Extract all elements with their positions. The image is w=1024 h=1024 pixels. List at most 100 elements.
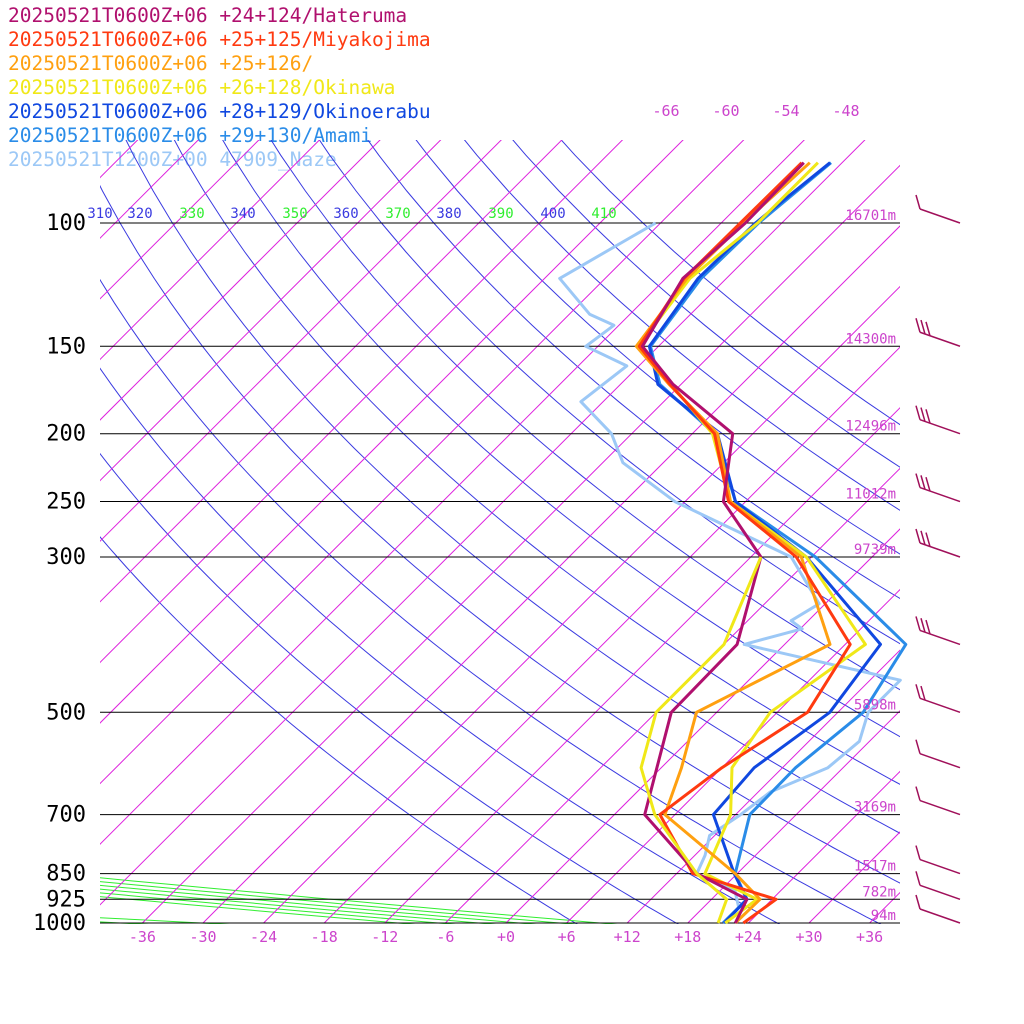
wind-barbs — [915, 194, 961, 924]
dry-adiabat — [318, 140, 900, 645]
wind-barb — [915, 786, 961, 816]
theta-label: 390 — [488, 206, 513, 222]
theta-label: 340 — [230, 206, 255, 222]
pressure-tick-label: 1000 — [33, 911, 86, 936]
profile-line — [637, 161, 852, 925]
temperature-tick-label: +36 — [856, 928, 883, 946]
isotherm-line — [263, 285, 900, 924]
temperature-tick-label: +24 — [735, 928, 762, 946]
dry-adiabat — [463, 140, 900, 511]
temperature-tick-label: -30 — [189, 928, 216, 946]
isotherm-line — [100, 140, 321, 361]
isotherm-line — [566, 588, 900, 924]
isotherm-line — [100, 140, 624, 664]
legend-entry: 20250521T0600Z+06 +25+125/Miyakojima — [8, 28, 431, 51]
moist-adiabat — [100, 921, 150, 924]
dry-adiabat — [125, 140, 900, 834]
moist-adiabat — [100, 896, 416, 924]
pressure-tick-label: 250 — [46, 490, 86, 515]
isotherm-line — [100, 140, 563, 603]
wind-barb — [915, 318, 961, 347]
theta-label: 370 — [385, 206, 410, 222]
height-label: 11012m — [845, 487, 896, 503]
profile-line — [639, 556, 763, 924]
height-label: 782m — [862, 884, 896, 900]
isotherm-line — [445, 467, 900, 924]
dry-adiabat — [173, 140, 900, 785]
dry-adiabat — [415, 140, 900, 555]
height-label: 1517m — [854, 859, 896, 875]
pressure-tick-label: 200 — [46, 422, 86, 447]
temperature-tick-label: -12 — [371, 928, 398, 946]
isotherm-line — [100, 140, 442, 482]
dry-adiabat — [367, 140, 900, 600]
moist-adiabat — [100, 877, 618, 924]
wind-barb — [915, 684, 961, 713]
isotherm-line — [100, 140, 805, 845]
theta-label: 360 — [333, 206, 358, 222]
theta-label: 400 — [540, 206, 565, 222]
moist-adiabat — [100, 888, 497, 924]
isotherm-top-label: -60 — [712, 102, 739, 120]
temperature-tick-label: +6 — [558, 928, 576, 946]
legend-entry: 20250521T0600Z+06 +24+124/Hateruma — [8, 4, 408, 27]
profile-line — [649, 161, 908, 925]
isotherm-lines — [100, 68, 1024, 924]
wind-barb — [915, 871, 961, 901]
temperature-tick-label: -6 — [436, 928, 454, 946]
legend-entry: 20250521T1200Z+00 47909_Naze — [8, 148, 337, 171]
height-label: 12496m — [845, 419, 896, 435]
moist-adiabat — [0, 223, 329, 938]
legend-entry: 20250521T0600Z+06 +28+129/Okinoerabu — [8, 100, 431, 123]
dry-adiabat — [222, 140, 900, 738]
isotherm-line — [384, 407, 900, 924]
moist-adiabat — [100, 884, 537, 924]
temperature-tick-label: -18 — [311, 928, 338, 946]
height-label: 94m — [871, 908, 896, 924]
height-label: 5898m — [854, 697, 896, 713]
isotherm-top-label: -48 — [832, 102, 859, 120]
wind-barb — [915, 616, 961, 646]
moist-adiabat — [100, 881, 578, 924]
moist-adiabat — [100, 892, 456, 924]
isotherm-line — [202, 225, 900, 924]
pressure-tick-label: 300 — [46, 545, 86, 570]
pressure-tick-label: 850 — [46, 862, 86, 887]
theta-label: 410 — [591, 206, 616, 222]
isotherm-line — [142, 164, 900, 924]
isotherm-line — [991, 68, 1024, 923]
legend-entry: 20250521T0600Z+06 +25+126/ — [8, 52, 314, 75]
wind-barb — [915, 528, 961, 558]
height-label: 14300m — [845, 331, 896, 347]
theta-label: 330 — [179, 206, 204, 222]
isotherm-line — [687, 710, 900, 924]
adiabat-lines — [0, 140, 900, 938]
dry-adiabat — [100, 452, 679, 924]
isotherm-top-label: -66 — [652, 102, 679, 120]
isotherm-top-label: -54 — [772, 102, 799, 120]
height-label: 16701m — [845, 208, 896, 224]
height-label: 3169m — [854, 800, 896, 816]
temperature-tick-label: +12 — [614, 928, 641, 946]
isotherm-line — [626, 649, 900, 924]
height-label: 9739m — [854, 542, 896, 558]
pressure-tick-label: 150 — [46, 334, 86, 359]
wind-barb — [915, 845, 961, 875]
sounding-profiles — [558, 161, 908, 925]
temperature-tick-label: +0 — [497, 928, 515, 946]
temperature-tick-label: -24 — [250, 928, 277, 946]
wind-barb — [915, 894, 961, 924]
pressure-tick-label: 500 — [46, 700, 86, 725]
wind-barb — [915, 473, 961, 503]
isotherm-line — [100, 140, 866, 906]
legend: 20250521T0600Z+06 +24+124/Hateruma 202505… — [8, 4, 431, 172]
dry-adiabat — [100, 536, 578, 924]
isotherm-line — [100, 140, 381, 421]
isotherm-line — [748, 770, 900, 924]
pressure-tick-label: 100 — [46, 211, 86, 236]
isotherm-line — [100, 140, 745, 785]
dry-adiabat — [270, 140, 900, 691]
dry-adiabat — [100, 278, 882, 924]
